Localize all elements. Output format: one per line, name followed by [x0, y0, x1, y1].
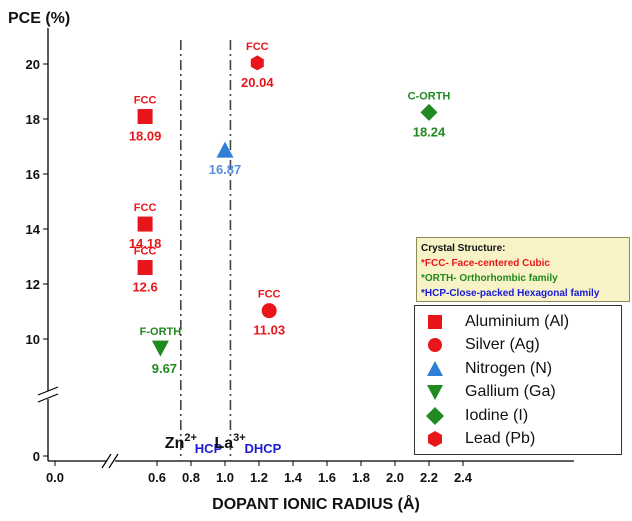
y-tick-label: 12 — [26, 277, 40, 292]
legend-label: Nitrogen (N) — [465, 359, 553, 377]
data-point-square — [137, 216, 153, 232]
legend-item-gallium: Gallium (Ga) — [425, 381, 611, 405]
data-point-square — [137, 109, 153, 125]
reference-phase-label: DHCP — [244, 441, 281, 456]
y-axis-break-mark — [37, 386, 59, 396]
x-tick-label: 1.6 — [318, 470, 336, 485]
y-axis-break-mark — [37, 393, 59, 403]
x-tick-label: 2.0 — [386, 470, 404, 485]
y-tick-label: 20 — [26, 57, 40, 72]
x-axis-break-mark — [108, 453, 119, 469]
legend-item-nitrogen: Nitrogen (N) — [425, 357, 611, 381]
data-label: 20.04 — [241, 75, 274, 90]
data-point-hexagon — [250, 55, 264, 71]
legend-label: Aluminium (Al) — [465, 312, 570, 330]
legend-label: Iodine (I) — [465, 406, 529, 424]
square-marker-icon — [425, 312, 465, 332]
data-point-circle — [261, 303, 277, 319]
y-axis-title: PCE (%) — [8, 10, 71, 27]
reference-phase-label: HCP — [195, 441, 223, 456]
structure-label: FCC — [246, 41, 269, 53]
x-tick-label: 0.8 — [182, 470, 200, 485]
y-tick-label: 16 — [26, 167, 40, 182]
x-tick-label: 1.8 — [352, 470, 370, 485]
x-axis-break-mark — [101, 453, 112, 469]
x-tick-label: 1.4 — [284, 470, 303, 485]
hexagon-marker-icon — [425, 429, 465, 449]
structure-label: FCC — [134, 95, 157, 107]
x-tick-label: 0.6 — [148, 470, 166, 485]
legend-item-silver: Silver (Ag) — [425, 334, 611, 358]
y-axis-break-gap — [42, 391, 54, 399]
legend-label: Gallium (Ga) — [465, 383, 556, 401]
y-tick-label: 0 — [33, 449, 40, 464]
info-line-fcc: *FCC- Face-centered Cubic — [421, 258, 550, 269]
legend-item-iodine: Iodine (I) — [425, 404, 611, 428]
data-label: 14.18 — [129, 236, 162, 251]
diamond-marker-icon — [425, 406, 465, 426]
x-axis-break-gap — [107, 455, 115, 467]
data-label: 18.09 — [129, 129, 162, 144]
structure-label: F-ORTH — [140, 326, 182, 338]
x-tick-label: 1.2 — [250, 470, 268, 485]
crystal-structure-info-box: Crystal Structure: *FCC- Face-centered C… — [416, 237, 630, 302]
data-label: 11.03 — [253, 323, 285, 338]
legend-item-lead: Lead (Pb) — [425, 428, 611, 452]
x-tick-label: 0.0 — [46, 470, 64, 485]
info-line-hcp: *HCP-Close-packed Hexagonal family — [421, 288, 600, 299]
x-tick-label: 2.4 — [454, 470, 473, 485]
x-tick-label: 1.0 — [216, 470, 234, 485]
data-point-square — [137, 260, 153, 275]
data-point-diamond — [420, 103, 438, 121]
info-box-title: Crystal Structure: — [421, 243, 506, 254]
legend-item-aluminium: Aluminium (Al) — [425, 310, 611, 334]
data-label: 18.24 — [413, 124, 446, 139]
data-label: 16.87 — [209, 162, 242, 177]
x-axis-title: DOPANT IONIC RADIUS (Å) — [212, 496, 420, 513]
circle-marker-icon — [425, 335, 465, 355]
triangle-down-marker-icon — [425, 382, 465, 402]
triangle-up-marker-icon — [425, 359, 465, 379]
structure-label: C-ORTH — [408, 90, 451, 102]
reference-ion-label: Zn2+ — [165, 432, 197, 452]
x-tick-label: 2.2 — [420, 470, 438, 485]
structure-label: FCC — [134, 246, 157, 258]
structure-label: FCC — [258, 289, 281, 301]
info-line-orth: *ORTH- Orthorhombic family — [421, 273, 558, 284]
data-label: 9.67 — [152, 361, 177, 376]
reference-ion-label: La3+ — [214, 432, 245, 452]
data-point-triangle-up — [216, 141, 234, 158]
y-tick-label: 14 — [26, 222, 41, 237]
legend-label: Lead (Pb) — [465, 430, 536, 448]
data-label: 12.6 — [132, 280, 157, 295]
legend-label: Silver (Ag) — [465, 336, 540, 354]
data-point-triangle-down — [151, 340, 169, 357]
legend: Aluminium (Al) Silver (Ag) Nitrogen (N) … — [414, 305, 622, 455]
structure-label: FCC — [134, 202, 157, 214]
y-tick-label: 18 — [26, 112, 40, 127]
y-tick-label: 10 — [26, 332, 40, 347]
